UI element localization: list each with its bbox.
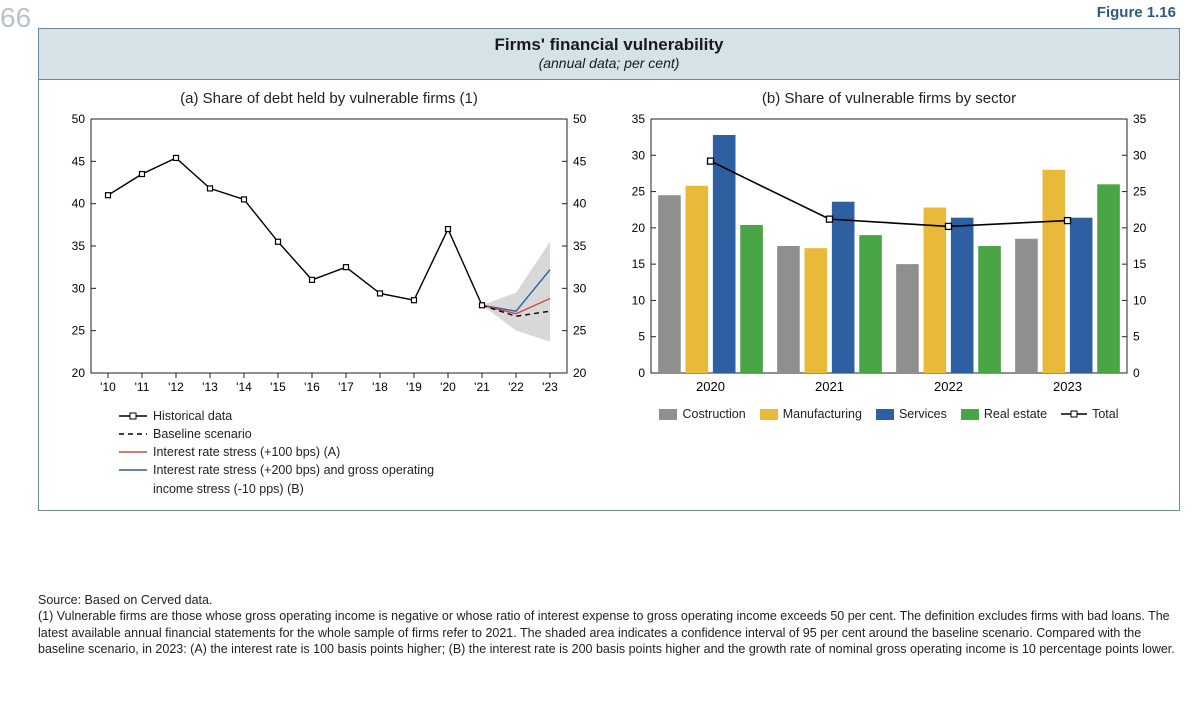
svg-text:0: 0	[1133, 366, 1140, 380]
svg-text:25: 25	[1133, 185, 1147, 199]
svg-text:2020: 2020	[696, 379, 725, 394]
figure-label: Figure 1.16	[1097, 4, 1176, 21]
panel-a: (a) Share of debt held by vulnerable fir…	[49, 88, 609, 506]
panel-b-title: (b) Share of vulnerable firms by sector	[609, 90, 1169, 107]
footnotes: Source: Based on Cerved data. (1) Vulner…	[38, 592, 1180, 657]
svg-text:'22: '22	[508, 380, 524, 394]
svg-text:20: 20	[72, 366, 86, 380]
svg-text:'21: '21	[474, 380, 490, 394]
svg-text:'18: '18	[372, 380, 388, 394]
svg-text:40: 40	[573, 197, 587, 211]
svg-text:'12: '12	[168, 380, 184, 394]
svg-text:20: 20	[1133, 221, 1147, 235]
panel-b-legend: CostructionManufacturingServicesReal est…	[609, 403, 1169, 429]
svg-text:'13: '13	[202, 380, 218, 394]
svg-text:35: 35	[1133, 113, 1147, 126]
svg-text:'11: '11	[135, 380, 150, 394]
svg-text:35: 35	[573, 239, 587, 253]
page-number: 66	[0, 2, 31, 34]
panel-a-chart: 20 20 25 25 30 30 35 35 40 40 45 45 50 50 '10 '11 '12 '13…	[49, 113, 609, 403]
svg-text:5: 5	[638, 330, 645, 344]
panel-a-title: (a) Share of debt held by vulnerable fir…	[49, 90, 609, 107]
svg-text:2021: 2021	[815, 379, 844, 394]
svg-text:50: 50	[573, 113, 587, 126]
panel-b: (b) Share of vulnerable firms by sector …	[609, 88, 1169, 506]
svg-text:25: 25	[632, 185, 646, 199]
svg-text:50: 50	[72, 113, 86, 126]
svg-text:30: 30	[632, 148, 646, 162]
svg-text:45: 45	[72, 154, 86, 168]
svg-text:5: 5	[1133, 330, 1140, 344]
svg-text:25: 25	[573, 324, 587, 338]
figure-header: Firms' financial vulnerability (annual d…	[39, 29, 1179, 80]
svg-text:'19: '19	[406, 380, 422, 394]
svg-text:30: 30	[573, 281, 587, 295]
figure-subtitle: (annual data; per cent)	[39, 55, 1179, 71]
svg-text:'14: '14	[236, 380, 252, 394]
svg-text:30: 30	[1133, 148, 1147, 162]
svg-text:'20: '20	[440, 380, 456, 394]
svg-text:'16: '16	[304, 380, 320, 394]
svg-text:0: 0	[638, 366, 645, 380]
svg-text:35: 35	[632, 113, 646, 126]
svg-text:15: 15	[632, 257, 646, 271]
svg-text:45: 45	[573, 154, 587, 168]
panel-a-legend: Historical dataBaseline scenarioInterest…	[49, 403, 609, 506]
svg-text:30: 30	[72, 281, 86, 295]
svg-text:'10: '10	[100, 380, 116, 394]
svg-text:35: 35	[72, 239, 86, 253]
svg-text:'23: '23	[542, 380, 558, 394]
panel-b-chart: 0055101015152020252530303535202020212022…	[609, 113, 1169, 403]
svg-text:25: 25	[72, 324, 86, 338]
footnote-source: Source: Based on Cerved data.	[38, 592, 1180, 608]
svg-text:10: 10	[1133, 293, 1147, 307]
footnote-body: (1) Vulnerable firms are those whose gro…	[38, 608, 1180, 657]
svg-text:40: 40	[72, 197, 86, 211]
svg-text:15: 15	[1133, 257, 1147, 271]
svg-text:'17: '17	[338, 380, 354, 394]
svg-text:2023: 2023	[1053, 379, 1082, 394]
svg-text:10: 10	[632, 293, 646, 307]
svg-text:20: 20	[632, 221, 646, 235]
figure-title: Firms' financial vulnerability	[39, 35, 1179, 55]
svg-text:20: 20	[573, 366, 587, 380]
svg-text:'15: '15	[270, 380, 286, 394]
svg-text:2022: 2022	[934, 379, 963, 394]
figure-container: Firms' financial vulnerability (annual d…	[38, 28, 1180, 511]
